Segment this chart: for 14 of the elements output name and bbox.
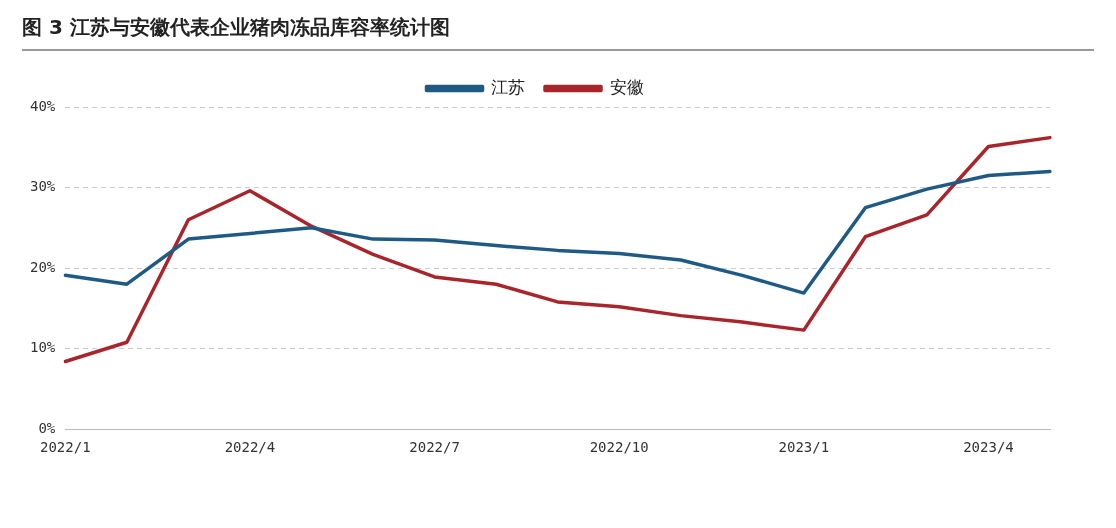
x-tick-label: 2022/7 (409, 439, 460, 456)
y-tick-label: 20% (29, 258, 56, 275)
x-tick-label: 2023/1 (778, 439, 830, 456)
y-tick-label: 10% (29, 339, 56, 356)
y-tick-label: 40% (29, 97, 56, 114)
x-tick-label: 2022/1 (40, 439, 91, 456)
x-tick-label: 2022/10 (589, 439, 649, 456)
legend-label: 安徽 (609, 76, 644, 97)
x-tick-label: 2023/4 (963, 439, 1014, 456)
chart-title: 图 3 江苏与安徽代表企业猪肉冻品库容率统计图 (22, 14, 1094, 51)
legend-label: 江苏 (491, 76, 525, 97)
y-tick-label: 0% (38, 419, 56, 436)
x-tick-label: 2022/4 (224, 439, 276, 456)
y-tick-label: 30% (29, 178, 56, 195)
